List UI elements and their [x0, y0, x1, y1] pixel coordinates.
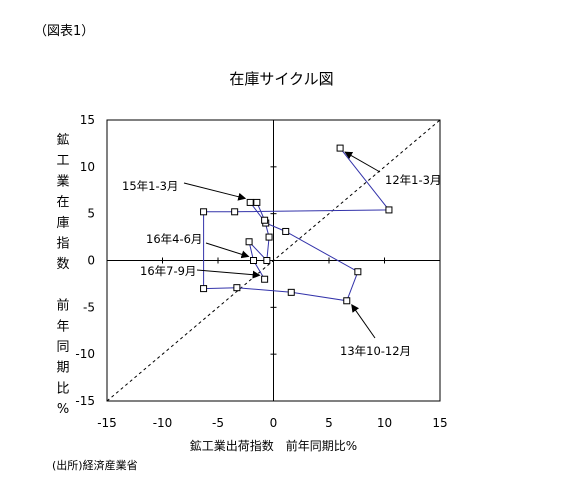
y-axis-label-char: 数 — [56, 257, 69, 272]
y-axis-label-char: 在 — [56, 195, 69, 210]
annotation-arrow — [183, 182, 247, 201]
annotation-label: 16年7-9月 — [140, 264, 196, 278]
y-axis-label-char: 指 — [56, 237, 69, 252]
data-point-marker — [263, 257, 271, 264]
data-point-marker — [385, 206, 393, 214]
data-point-marker — [282, 227, 290, 235]
annotation-label: 16年4-6月 — [146, 232, 202, 246]
y-axis-label-char: 工 — [56, 154, 69, 169]
y-tick-label: -15 — [75, 394, 95, 408]
data-point-marker — [287, 288, 295, 296]
annotation-arrow — [344, 151, 381, 173]
data-point-marker — [265, 233, 273, 241]
x-tick-label: 15 — [432, 416, 447, 430]
series-line — [203, 147, 390, 302]
data-point-marker — [354, 268, 362, 276]
y-tick-label: 5 — [87, 207, 95, 221]
y-axis-label-char: 同 — [56, 340, 69, 355]
annotation-arrow — [351, 303, 376, 339]
data-point-marker — [261, 216, 269, 224]
y-axis-label-char: 前 — [56, 298, 69, 314]
x-tick-label: -15 — [97, 416, 117, 430]
data-point-marker — [200, 208, 208, 216]
x-tick-label: 10 — [377, 416, 392, 430]
y-axis-label-char: 業 — [56, 173, 69, 189]
data-point-marker — [261, 275, 269, 283]
y-tick-label: 10 — [80, 160, 95, 174]
data-point-marker — [245, 238, 253, 246]
data-point-marker — [343, 297, 351, 305]
annotation-label: 13年10-12月 — [340, 344, 411, 358]
annotation-arrow — [205, 242, 250, 259]
y-tick-label: 0 — [87, 254, 95, 268]
x-tick-label: 0 — [270, 416, 278, 430]
y-tick-label: -5 — [83, 300, 95, 314]
data-point-marker — [250, 257, 258, 264]
y-tick-label: -10 — [75, 347, 95, 361]
annotation-arrow — [196, 269, 261, 279]
y-axis-label-char: 期 — [56, 361, 69, 376]
chart-title: 在庫サイクル図 — [229, 70, 334, 88]
y-axis-label-char: 年 — [56, 319, 69, 334]
x-axis-label: 鉱工業出荷指数 前年同期比% — [190, 438, 357, 453]
data-point-marker — [200, 285, 208, 293]
x-tick-label: -10 — [153, 416, 173, 430]
y-axis-label-char: 庫 — [56, 216, 69, 231]
y-tick-label: 15 — [80, 113, 95, 127]
data-point-marker — [233, 284, 241, 292]
y-axis-label-char: % — [57, 402, 69, 417]
data-point-marker — [253, 198, 261, 206]
data-point-marker — [246, 198, 254, 206]
data-point-marker — [336, 144, 344, 152]
annotation-label: 12年1-3月 — [385, 173, 441, 187]
x-tick-label: 5 — [325, 416, 333, 430]
y-axis-label-char: 比 — [56, 381, 69, 396]
x-tick-label: -5 — [212, 416, 224, 430]
annotation-label: 15年1-3月 — [122, 179, 178, 193]
y-axis-label-char: 鉱 — [56, 132, 69, 148]
data-point-marker — [231, 208, 239, 216]
source-note: (出所)経済産業省 — [52, 459, 138, 472]
figure-label: （図表1） — [34, 24, 95, 39]
